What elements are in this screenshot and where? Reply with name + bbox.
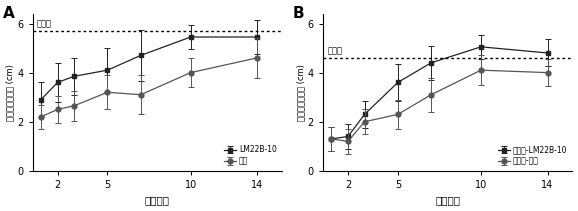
X-axis label: 损伤天数: 损伤天数 [145, 195, 170, 206]
Text: B: B [293, 6, 305, 21]
Legend: LM22B-10, 对照: LM22B-10, 对照 [223, 144, 278, 167]
Legend: 高血糖-LM22B-10, 高血糖-对照: 高血糖-LM22B-10, 高血糖-对照 [497, 144, 569, 167]
Y-axis label: 角膜神经敏感度 (cm): 角膜神经敏感度 (cm) [296, 64, 305, 121]
Text: 正常値: 正常値 [327, 46, 342, 55]
X-axis label: 损伤天数: 损伤天数 [435, 195, 460, 206]
Text: A: A [3, 6, 14, 21]
Text: 正常値: 正常値 [37, 19, 52, 28]
Y-axis label: 角膜神经敏感度 (cm): 角膜神经敏感度 (cm) [6, 64, 14, 121]
